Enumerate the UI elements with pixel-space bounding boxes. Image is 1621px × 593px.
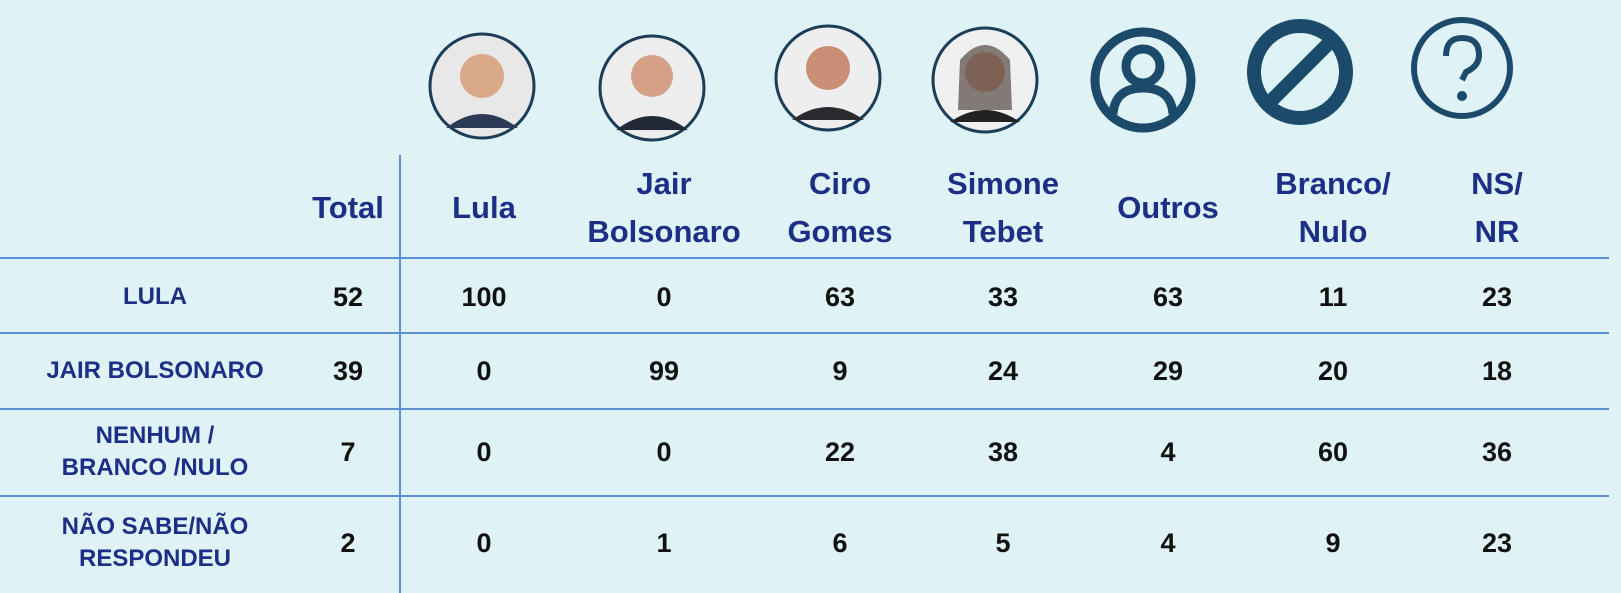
row-label: LULA xyxy=(123,283,187,310)
cell-value: 63 xyxy=(1152,281,1184,312)
cell-value: 23 xyxy=(1481,281,1513,312)
cell-value: 4 xyxy=(1160,436,1176,467)
cell-value: 11 xyxy=(1318,281,1348,312)
column-header: Branco/ Nulo xyxy=(1275,166,1391,249)
row-divider xyxy=(0,257,1609,259)
row-label: NÃO SABE/NÃO RESPONDEU xyxy=(61,513,249,572)
cell-value: 0 xyxy=(476,436,492,467)
cell-value: 9 xyxy=(832,355,848,386)
portrait xyxy=(931,26,1039,134)
row-divider xyxy=(0,408,1609,410)
cell-value: 0 xyxy=(476,527,492,558)
cell-value: 100 xyxy=(461,281,507,312)
column-header: Jair Bolsonaro xyxy=(587,166,741,249)
cell-value: 20 xyxy=(1317,355,1349,386)
row-divider xyxy=(0,332,1609,334)
person-icon xyxy=(1090,27,1196,133)
cell-value: 1 xyxy=(656,527,672,558)
row-divider xyxy=(0,495,1609,497)
column-divider xyxy=(399,155,401,593)
cell-value: 0 xyxy=(656,281,672,312)
cell-value: 99 xyxy=(648,355,680,386)
row-label: JAIR BOLSONARO xyxy=(46,357,264,384)
cell-value: 23 xyxy=(1481,527,1513,558)
portrait xyxy=(774,24,882,132)
cell-value: 38 xyxy=(987,436,1019,467)
cell-value: 24 xyxy=(987,355,1019,386)
cell-value: 29 xyxy=(1152,355,1184,386)
portrait xyxy=(598,34,706,142)
cell-value: 60 xyxy=(1317,436,1349,467)
header-icons xyxy=(428,17,1513,142)
column-header: Lula xyxy=(452,190,516,225)
cell-value: 0 xyxy=(476,355,492,386)
cell-value: 33 xyxy=(987,281,1019,312)
column-header: NS/ NR xyxy=(1471,166,1523,249)
question-icon xyxy=(1411,17,1513,119)
column-header: Ciro Gomes xyxy=(787,166,893,249)
cell-value: 36 xyxy=(1481,436,1513,467)
cell-value: 22 xyxy=(824,436,856,467)
cell-value: 5 xyxy=(995,527,1011,558)
cell-value: 2 xyxy=(340,527,356,558)
column-header: Total xyxy=(312,190,384,225)
cell-value: 39 xyxy=(332,355,364,386)
cell-value: 4 xyxy=(1160,527,1176,558)
row-label: NENHUM / BRANCO /NULO xyxy=(61,422,249,481)
cell-value: 52 xyxy=(332,281,364,312)
cell-value: 7 xyxy=(340,436,356,467)
portrait xyxy=(428,32,536,140)
cell-value: 6 xyxy=(832,527,848,558)
cell-value: 63 xyxy=(824,281,856,312)
cell-value: 0 xyxy=(656,436,672,467)
ban-icon xyxy=(1247,19,1353,125)
cell-value: 9 xyxy=(1325,527,1341,558)
cell-value: 18 xyxy=(1481,355,1513,386)
column-header: Simone Tebet xyxy=(947,166,1059,249)
column-header: Outros xyxy=(1117,190,1219,225)
